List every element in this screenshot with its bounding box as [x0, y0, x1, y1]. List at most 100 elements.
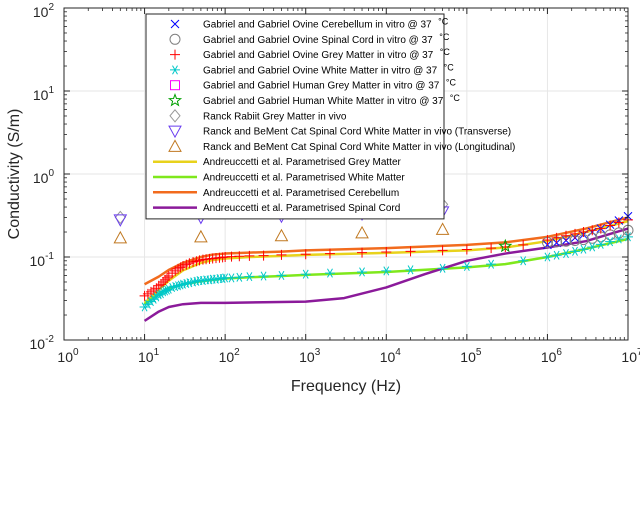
- data-point: [258, 250, 269, 261]
- legend-swatch: [168, 125, 182, 139]
- data-point: [542, 235, 553, 246]
- legend-label-text: Gabriel and Gabriel Human White Matter i…: [203, 96, 444, 107]
- legend-item: Gabriel and Gabriel Ovine Grey Matter in…: [170, 47, 450, 61]
- y-tick-label-base: 10: [33, 4, 49, 20]
- data-point: [437, 263, 448, 273]
- series-markers: [139, 214, 633, 301]
- y-tick-label: 100: [33, 168, 55, 186]
- legend-label-unit: °C: [447, 93, 460, 103]
- series-line: [143, 219, 629, 304]
- x-tick-label: 104: [380, 347, 402, 365]
- series-markers: [498, 238, 513, 253]
- legend-swatch: [170, 19, 180, 29]
- data-point: [113, 214, 128, 227]
- legend-label: Gabriel and Gabriel Human Grey Matter in…: [203, 78, 456, 92]
- y-axis-label: Conductivity (S/m): [6, 109, 23, 240]
- data-point: [461, 261, 472, 271]
- legend-label-text: Gabriel and Gabriel Ovine White Matter i…: [203, 65, 438, 76]
- data-point: [173, 263, 184, 274]
- data-point: [578, 244, 589, 254]
- data-point: [244, 250, 255, 261]
- legend-item: Ranck Rabiit Grey Matter in vivo: [169, 109, 347, 123]
- legend-item: Gabriel and Gabriel Human Grey Matter in…: [170, 78, 456, 92]
- data-point: [405, 246, 416, 257]
- legend-label-unit: °C: [436, 17, 449, 27]
- data-point: [175, 262, 186, 273]
- x-tick-label-base: 10: [621, 349, 637, 365]
- series-line: [143, 216, 629, 286]
- legend-swatch: [170, 49, 180, 60]
- x-tick-label: 107: [621, 347, 640, 365]
- data-point: [113, 230, 128, 244]
- data-point: [518, 256, 529, 266]
- legend-label-unit: °C: [437, 32, 450, 42]
- x-tick-label-base: 10: [138, 349, 154, 365]
- legend-label: Gabriel and Gabriel Ovine Grey Matter in…: [203, 47, 450, 61]
- y-tick-label: 102: [33, 2, 55, 20]
- data-point: [435, 222, 450, 235]
- legend-swatch: [169, 33, 181, 45]
- data-point: [300, 249, 311, 260]
- legend-swatch: [168, 139, 182, 152]
- legend-item: Gabriel and Gabriel Ovine Cerebellum in …: [170, 17, 449, 31]
- legend-swatch: [170, 80, 180, 91]
- legend-label: Ranck and BeMent Cat Spinal Cord White M…: [203, 127, 511, 138]
- legend-label: Gabriel and Gabriel Ovine Cerebellum in …: [203, 17, 449, 31]
- data-point: [587, 242, 598, 252]
- y-tick-label-exponent: 0: [48, 168, 54, 179]
- data-point: [324, 268, 335, 278]
- y-tick-label-base: 10: [30, 336, 46, 352]
- legend-label-text: Ranck Rabiit Grey Matter in vivo: [203, 111, 347, 122]
- legend-label: Andreuccetti et al. Parametrised Grey Ma…: [203, 157, 402, 168]
- x-tick-label: 101: [138, 347, 160, 365]
- legend-label-text: Ranck and BeMent Cat Spinal Cord White M…: [203, 127, 511, 138]
- data-point: [498, 238, 513, 253]
- legend-label-text: Andreuccetti et al. Parametrised Grey Ma…: [203, 157, 402, 168]
- data-point: [518, 239, 529, 250]
- legend: Gabriel and Gabriel Ovine Cerebellum in …: [145, 13, 515, 220]
- y-tick-label-base: 10: [33, 87, 49, 103]
- data-point: [234, 272, 245, 282]
- ticks: 100 101 102 103 104 105 106 10710-210-110010110…: [30, 2, 640, 365]
- data-point: [560, 230, 571, 241]
- x-tick-label: 106: [541, 347, 563, 365]
- data-point: [500, 241, 511, 252]
- data-point: [300, 269, 311, 279]
- data-point: [274, 228, 289, 242]
- series-line: [143, 227, 629, 322]
- legend-swatch: [170, 65, 180, 75]
- data-point: [551, 232, 562, 243]
- data-point: [170, 265, 181, 276]
- data-point: [613, 234, 624, 244]
- legend-label: Gabriel and Gabriel Ovine Spinal Cord in…: [203, 32, 450, 46]
- data-point: [405, 265, 416, 275]
- data-point: [570, 228, 581, 239]
- x-tick-label: 105: [460, 347, 482, 365]
- series-markers: [113, 222, 450, 244]
- legend-item: Andreuccetti et al. Parametrised Spinal …: [153, 203, 400, 214]
- data-point: [613, 217, 624, 228]
- data-point: [605, 237, 616, 247]
- series-markers: [139, 232, 633, 312]
- legend-label-text: Gabriel and Gabriel Ovine Cerebellum in …: [203, 20, 432, 31]
- legend-label: Andreuccetti et al. Parametrised Spinal …: [203, 203, 400, 214]
- data-point: [587, 225, 598, 236]
- x-tick-label-base: 10: [380, 349, 396, 365]
- legend-label-text: Gabriel and Gabriel Ovine Spinal Cord in…: [203, 35, 433, 46]
- data-point: [357, 247, 368, 258]
- legend-item: Gabriel and Gabriel Ovine Spinal Cord in…: [169, 32, 450, 46]
- x-tick-label: 103: [299, 347, 321, 365]
- legend-item: Andreuccetti et al. Parametrised White M…: [153, 173, 405, 184]
- x-tick-label-exponent: 1: [154, 347, 160, 358]
- legend-swatch: [167, 93, 183, 107]
- legend-label: Gabriel and Gabriel Ovine White Matter i…: [203, 62, 454, 76]
- legend-item: Ranck and BeMent Cat Spinal Cord White M…: [168, 139, 515, 153]
- data-point: [551, 250, 562, 260]
- legend-label-text: Gabriel and Gabriel Ovine Grey Matter in…: [203, 50, 434, 61]
- data-point: [114, 210, 126, 225]
- x-tick-label: 100: [57, 347, 79, 365]
- data-point: [595, 223, 606, 234]
- data-point: [324, 248, 335, 259]
- data-point: [560, 249, 571, 259]
